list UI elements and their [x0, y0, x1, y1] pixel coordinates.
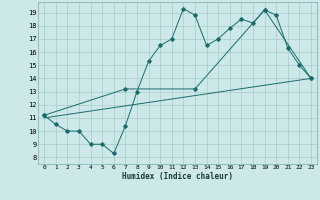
- X-axis label: Humidex (Indice chaleur): Humidex (Indice chaleur): [122, 172, 233, 181]
